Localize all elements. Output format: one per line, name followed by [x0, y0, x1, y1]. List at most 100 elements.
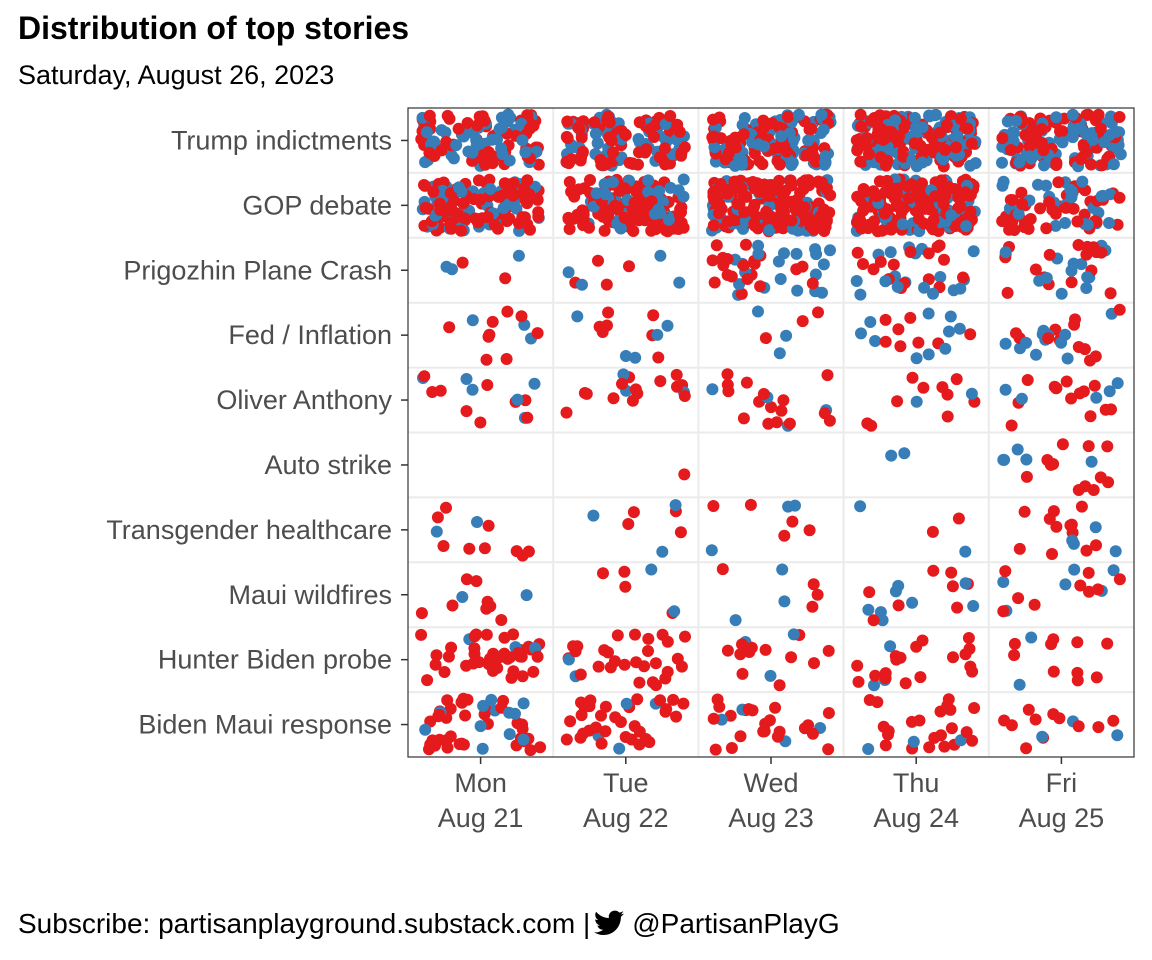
- point-blue: [778, 247, 790, 260]
- axes: Trump indictments GOP debate Prigozhin Pla…: [106, 125, 1104, 833]
- point-red: [592, 254, 604, 267]
- point-blue: [776, 563, 789, 576]
- point-blue: [673, 276, 686, 289]
- point-red: [471, 119, 484, 132]
- point-red: [656, 628, 669, 641]
- point-red: [484, 652, 496, 665]
- point-red: [1004, 144, 1017, 156]
- point-blue: [1013, 678, 1026, 691]
- point-red: [633, 676, 646, 689]
- point-red: [512, 647, 525, 659]
- point-blue: [446, 263, 458, 276]
- point-red: [595, 709, 607, 722]
- point-blue: [764, 669, 777, 682]
- point-red: [607, 146, 619, 159]
- point-red: [1019, 129, 1032, 141]
- point-red: [571, 208, 584, 221]
- point-blue: [802, 134, 815, 147]
- point-red: [415, 607, 428, 620]
- point-blue: [967, 245, 980, 258]
- twitter-bird-icon: [594, 910, 625, 943]
- point-blue: [1104, 110, 1117, 123]
- point-blue: [884, 246, 897, 259]
- point-blue: [1114, 148, 1127, 161]
- point-red: [1072, 341, 1085, 353]
- point-red: [914, 671, 927, 684]
- point-red: [817, 204, 830, 217]
- point-red: [629, 383, 642, 396]
- point-red: [877, 720, 890, 733]
- point-blue: [1001, 115, 1014, 128]
- x-tick-label-day: Thu: [893, 768, 940, 798]
- point-red: [619, 731, 632, 743]
- point-red: [721, 368, 734, 381]
- point-red: [560, 406, 573, 419]
- point-blue: [752, 239, 765, 252]
- point-red: [735, 287, 748, 300]
- point-red: [480, 353, 493, 366]
- point-blue: [735, 154, 748, 166]
- point-blue: [516, 134, 529, 147]
- point-red: [583, 221, 595, 234]
- point-red: [1077, 385, 1090, 398]
- point-red: [769, 701, 782, 714]
- point-red: [532, 158, 545, 171]
- point-blue: [944, 310, 957, 323]
- point-red: [1059, 201, 1072, 214]
- point-red: [599, 700, 612, 713]
- point-red: [455, 737, 468, 750]
- point-red: [524, 744, 537, 757]
- point-blue: [889, 585, 902, 598]
- point-blue: [876, 614, 889, 627]
- data-points: [415, 108, 1127, 757]
- point-red: [456, 256, 469, 269]
- point-blue: [1066, 534, 1079, 547]
- point-red: [721, 644, 734, 657]
- point-blue: [1065, 264, 1078, 277]
- point-red: [596, 326, 609, 338]
- point-red: [599, 725, 612, 738]
- point-red: [616, 377, 628, 390]
- point-red: [800, 149, 813, 162]
- point-red: [567, 640, 580, 653]
- point-red: [933, 239, 946, 252]
- point-red: [505, 671, 518, 684]
- point-red: [949, 220, 962, 232]
- point-blue: [916, 156, 929, 169]
- point-red: [1075, 153, 1088, 166]
- point-blue: [466, 383, 479, 396]
- point-blue: [790, 247, 803, 260]
- point-red: [721, 253, 734, 265]
- point-blue: [775, 130, 788, 143]
- point-blue: [520, 589, 533, 602]
- point-red: [470, 575, 483, 588]
- point-red: [1082, 440, 1095, 453]
- point-red: [444, 730, 457, 743]
- point-red: [959, 648, 972, 661]
- point-red: [777, 394, 790, 407]
- point-blue: [645, 563, 658, 576]
- point-red: [434, 204, 447, 216]
- point-blue: [786, 156, 799, 169]
- point-red: [1068, 318, 1081, 331]
- point-red: [1056, 438, 1069, 451]
- point-blue: [939, 342, 952, 355]
- point-blue: [819, 157, 832, 170]
- point-red: [563, 223, 576, 235]
- y-tick-label: Transgender healthcare: [106, 515, 392, 545]
- point-red: [1074, 579, 1087, 592]
- point-red: [1024, 213, 1037, 225]
- point-red: [898, 120, 911, 133]
- point-red: [966, 665, 979, 678]
- point-red: [714, 178, 727, 190]
- point-red: [659, 705, 672, 718]
- point-red: [892, 599, 905, 612]
- point-red: [906, 371, 919, 384]
- point-blue: [450, 139, 463, 152]
- point-red: [1020, 470, 1033, 483]
- point-red: [855, 120, 868, 133]
- point-red: [937, 197, 950, 210]
- y-tick-label: Hunter Biden probe: [158, 645, 392, 675]
- point-red: [891, 395, 904, 408]
- point-red: [608, 655, 621, 668]
